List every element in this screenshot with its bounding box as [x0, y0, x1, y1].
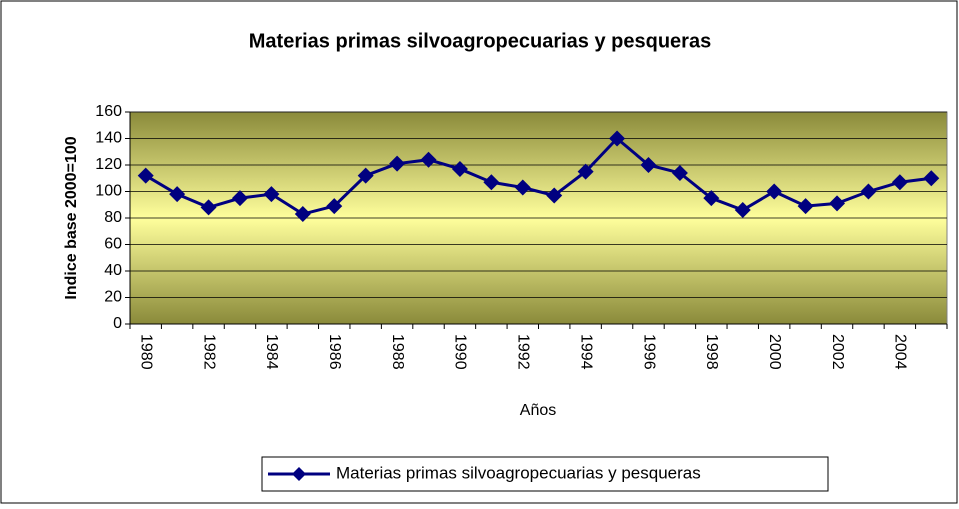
x-tick-label: 2000: [766, 334, 783, 370]
point-marker: [200, 199, 217, 216]
point-marker: [389, 155, 406, 172]
x-tick-label: 1996: [640, 334, 657, 370]
point-marker: [137, 167, 154, 184]
x-tick-label: 1994: [577, 334, 594, 370]
point-marker: [326, 198, 343, 215]
y-tick-label: 0: [113, 315, 122, 332]
point-marker: [294, 206, 311, 223]
point-marker: [766, 183, 783, 200]
legend-label: Materias primas silvoagropecuarias y pes…: [336, 463, 701, 482]
point-marker: [357, 167, 374, 184]
y-tick-label: 160: [95, 103, 122, 120]
x-tick-label: 1980: [137, 334, 154, 370]
point-marker: [923, 170, 940, 187]
y-axis-label: Indice base 2000=100: [63, 136, 80, 299]
point-marker: [169, 186, 186, 203]
point-marker: [797, 198, 814, 215]
point-marker: [483, 174, 500, 191]
x-tick-label: 2002: [829, 334, 846, 370]
x-tick-label: 1982: [200, 334, 217, 370]
point-marker: [577, 163, 594, 180]
point-marker: [514, 179, 531, 196]
chart-title: Materias primas silvoagropecuarias y pes…: [249, 30, 711, 52]
x-tick-label: 1988: [389, 334, 406, 370]
point-marker: [860, 183, 877, 200]
y-tick-label: 80: [104, 209, 122, 226]
point-marker: [671, 164, 688, 181]
point-marker: [609, 130, 626, 147]
point-marker: [703, 190, 720, 207]
x-tick-label: 2004: [892, 334, 909, 370]
x-tick-label: 1986: [326, 334, 343, 370]
y-tick-label: 140: [95, 130, 122, 147]
point-marker: [734, 202, 751, 219]
y-tick-label: 120: [95, 156, 122, 173]
x-tick-label: 1998: [703, 334, 720, 370]
point-marker: [546, 187, 563, 204]
x-tick-label: 1984: [263, 334, 280, 370]
x-tick-label: 1990: [452, 334, 469, 370]
legend: [261, 456, 829, 492]
x-tick-label: 1992: [515, 334, 532, 370]
point-marker: [640, 157, 657, 173]
point-marker: [829, 195, 846, 212]
y-tick-label: 20: [104, 289, 122, 306]
legend-marker: [292, 467, 306, 481]
point-marker: [263, 186, 280, 203]
point-marker: [891, 174, 908, 191]
point-marker: [420, 151, 437, 168]
point-marker: [231, 190, 248, 207]
y-tick-label: 40: [104, 262, 122, 279]
y-tick-label: 100: [95, 183, 122, 200]
point-marker: [451, 160, 468, 177]
x-axis-label: Años: [520, 402, 556, 419]
y-tick-label: 60: [104, 236, 122, 253]
